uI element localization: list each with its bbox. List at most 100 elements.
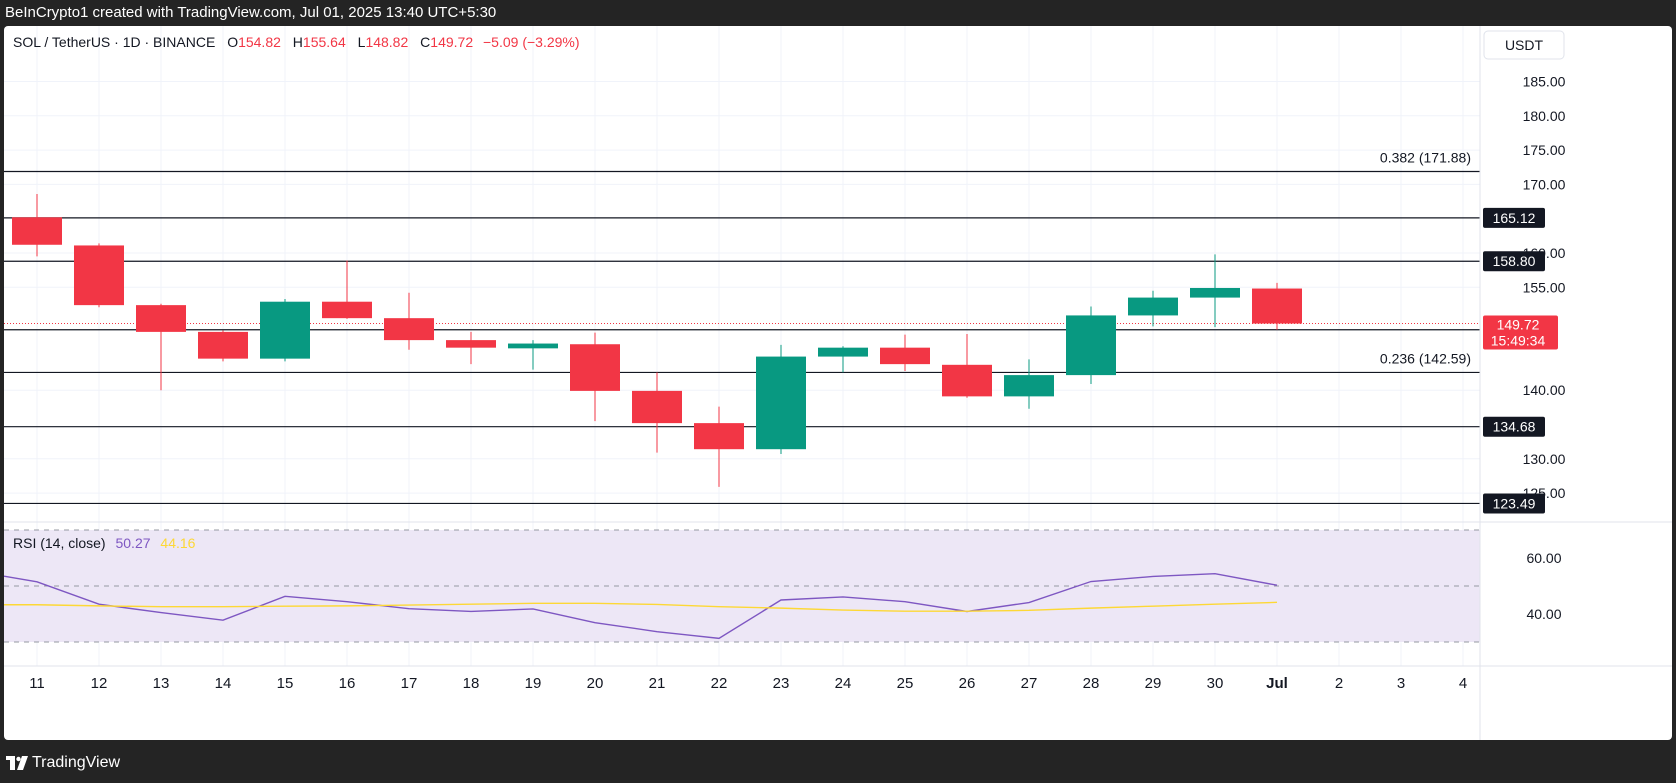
candlesticks[interactable] (12, 194, 1302, 487)
candle-body (880, 347, 930, 365)
legend-row: SOL / TetherUS · 1D · BINANCE O154.82 H 1… (13, 34, 580, 50)
candle-body (756, 356, 806, 450)
low-label: L (358, 34, 366, 50)
time-axis-tick: 14 (215, 675, 232, 692)
price-axis-tick: 170.00 (1523, 176, 1566, 192)
candle-body (322, 301, 372, 319)
time-axis-tick: 18 (463, 675, 480, 692)
rsi-band (4, 529, 1480, 643)
support-resistance-lines (4, 170, 1480, 505)
level-tag-label: 123.49 (1493, 495, 1536, 511)
candle[interactable] (384, 292, 434, 350)
candle[interactable] (632, 372, 682, 453)
chart-frame[interactable]: 185.00180.00175.00170.00160.00155.00140.… (4, 26, 1672, 740)
candle[interactable] (1128, 290, 1178, 327)
time-axis-tick: 28 (1083, 675, 1100, 692)
candle-body (818, 347, 868, 357)
price-axis-tick: 185.00 (1523, 73, 1566, 89)
candle-body (12, 217, 62, 245)
rsi-ma-line (4, 601, 1278, 612)
candle[interactable] (322, 260, 372, 319)
candle[interactable] (880, 334, 930, 371)
level-tag-label: 134.68 (1493, 419, 1536, 435)
low-value: 148.82 (365, 34, 408, 50)
rsi-axis[interactable]: 60.00 40.00 (1526, 550, 1561, 622)
change-value: −5.09 (−3.29%) (483, 34, 580, 50)
time-axis[interactable]: 11 12 13 14 15 16 17 18 19 20 21 22 23 24 25 26 27 28 29 30… (29, 675, 1467, 692)
countdown-label: 15:49:34 (1491, 333, 1546, 349)
price-chart[interactable]: 185.00180.00175.00170.00160.00155.00140.… (4, 26, 1672, 740)
open-value: 154.82 (238, 34, 281, 50)
time-axis-tick: 19 (525, 675, 542, 692)
time-axis-tick: Jul (1266, 675, 1288, 692)
level-tag-label: 158.80 (1493, 253, 1536, 269)
candle-body (384, 318, 434, 341)
candle[interactable] (942, 333, 992, 398)
candle[interactable] (74, 243, 124, 308)
candle[interactable] (756, 344, 806, 454)
price-axis-tick: 180.00 (1523, 108, 1566, 124)
time-axis-tick: 30 (1207, 675, 1224, 692)
fib-level-label: 0.236 (142.59) (1380, 350, 1471, 366)
candle[interactable] (1190, 254, 1240, 328)
candle-body (632, 390, 682, 424)
symbol-label: SOL / TetherUS · 1D · BINANCE (13, 34, 215, 50)
time-axis-tick: 16 (339, 675, 356, 692)
chart-caption: BeInCrypto1 created with TradingView.com… (5, 4, 497, 21)
currency-box[interactable] (1483, 30, 1565, 60)
fib-level-label: 0.382 (171.88) (1380, 150, 1471, 166)
candle[interactable] (198, 330, 248, 362)
candle[interactable] (446, 331, 496, 365)
rsi-ma-legend-value: 44.16 (160, 535, 195, 551)
high-label: H (293, 34, 303, 50)
candle[interactable] (1252, 282, 1302, 330)
candle[interactable] (260, 298, 310, 362)
time-axis-tick: 26 (959, 675, 976, 692)
rsi-axis-tick: 60.00 (1526, 550, 1561, 566)
candle[interactable] (818, 346, 868, 373)
rsi-line (4, 572, 1278, 640)
time-axis-tick: 12 (91, 675, 108, 692)
candle-body (74, 245, 124, 306)
time-axis-tick: 4 (1459, 675, 1467, 692)
time-axis-tick: 11 (29, 675, 45, 692)
close-label: C (420, 34, 430, 50)
current-price-label: 149.72 (1497, 317, 1540, 333)
rsi-legend: RSI (14, close) 50.27 44.16 (13, 535, 196, 551)
level-tag-box (1483, 251, 1545, 272)
candle-body (508, 343, 558, 349)
open-label: O (227, 34, 238, 50)
time-axis-tick: 15 (277, 675, 294, 692)
price-axis-tick: 155.00 (1523, 279, 1566, 295)
time-axis-tick: 25 (897, 675, 914, 692)
rsi-axis-tick: 40.00 (1526, 606, 1561, 622)
time-axis-tick: 17 (401, 675, 418, 692)
footer-brand: TradingView (32, 754, 121, 771)
price-axis[interactable]: 185.00180.00175.00170.00160.00155.00140.… (1523, 73, 1566, 501)
candle[interactable] (1066, 306, 1116, 385)
rsi-legend-value: 50.27 (115, 535, 150, 551)
candle-body (694, 423, 744, 450)
time-axis-tick: 21 (649, 675, 666, 692)
footer-bar: TradingView (0, 744, 1676, 783)
candle[interactable] (1004, 359, 1054, 409)
time-axis-tick: 20 (587, 675, 604, 692)
candle-body (198, 331, 248, 359)
candle-body (1066, 315, 1116, 376)
time-axis-tick: 3 (1397, 675, 1405, 692)
level-tag-box (1483, 416, 1545, 437)
rsi-legend-label: RSI (14, close) (13, 535, 106, 551)
time-axis-tick: 27 (1021, 675, 1038, 692)
time-axis-tick: 23 (773, 675, 790, 692)
candle-body (1190, 287, 1240, 298)
price-axis-tick: 175.00 (1523, 142, 1566, 158)
candle[interactable] (570, 332, 620, 422)
candle-body (446, 340, 496, 348)
currency-label: USDT (1505, 37, 1544, 53)
level-tag-box (1483, 207, 1545, 228)
candle[interactable] (12, 194, 62, 257)
candle[interactable] (694, 406, 744, 487)
candle[interactable] (136, 303, 186, 391)
candle-body (136, 305, 186, 332)
candle[interactable] (508, 340, 558, 370)
